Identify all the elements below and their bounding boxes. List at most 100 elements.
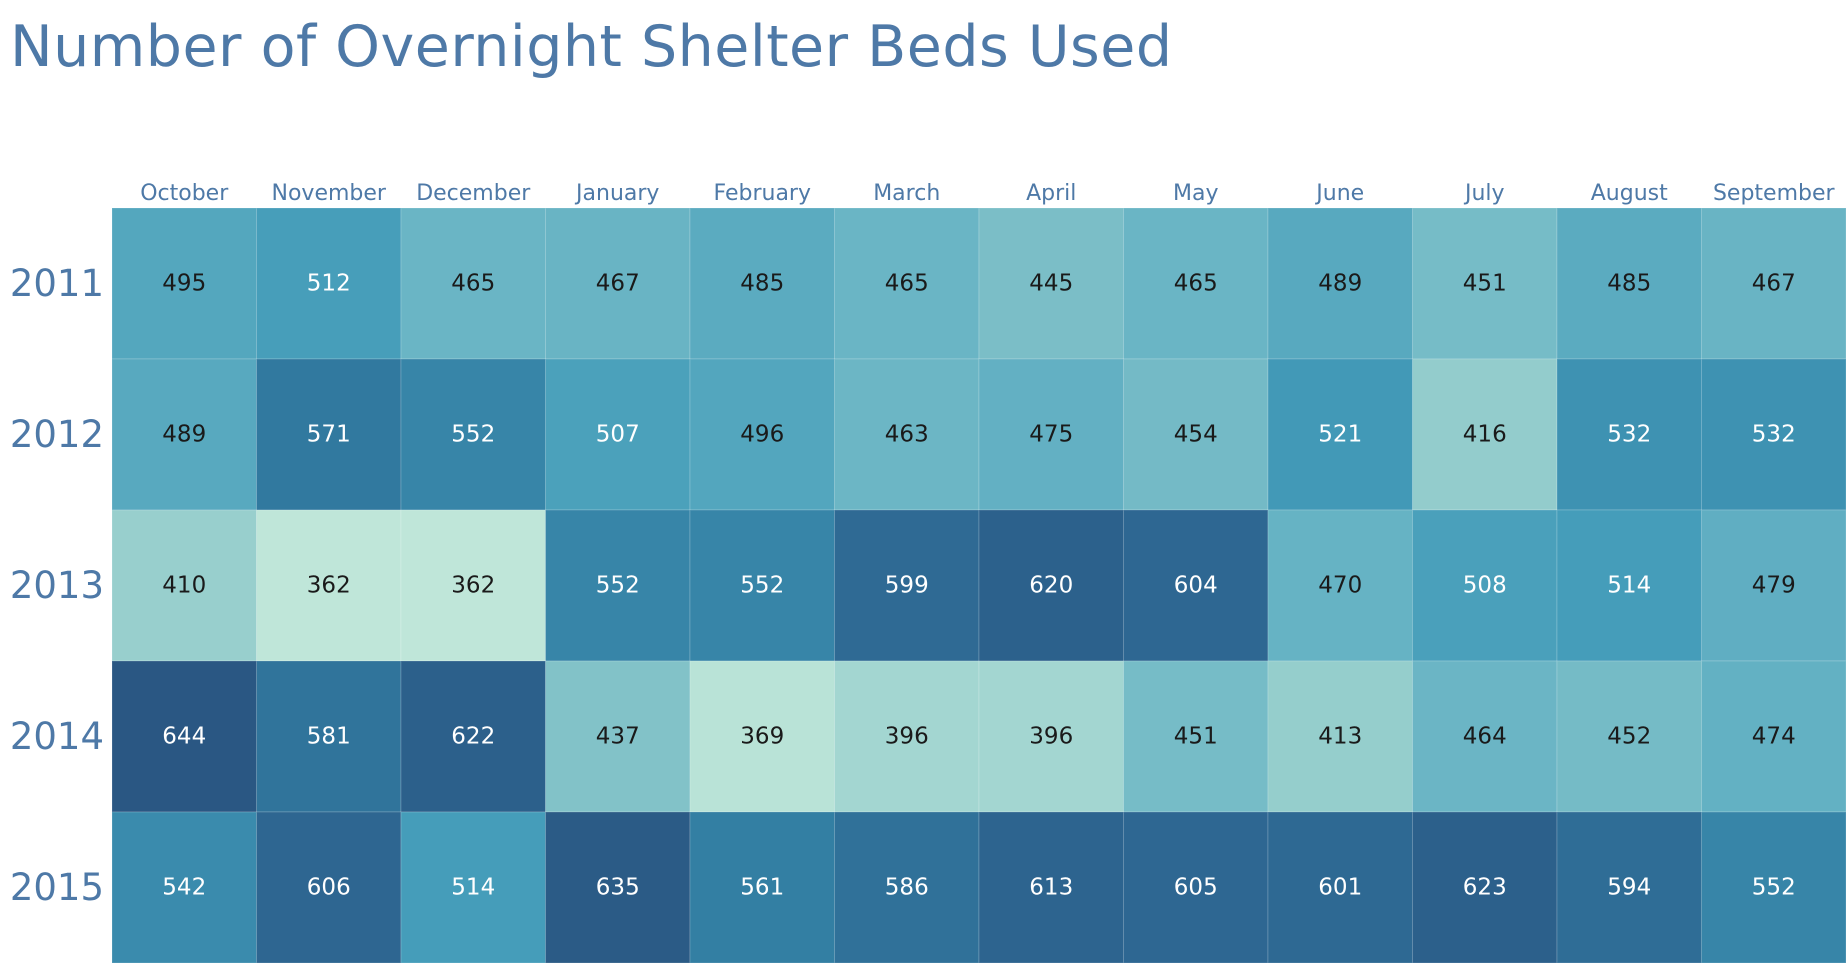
heatmap-cell-2011-september[interactable] — [1701, 207, 1847, 360]
column-label-march: March — [873, 181, 940, 206]
cell-value-label: 437 — [596, 724, 640, 750]
heatmap-cell-2012-november[interactable] — [256, 358, 402, 511]
heatmap-cell-2012-may[interactable] — [1123, 358, 1269, 511]
heatmap-cell-2015-july[interactable] — [1412, 811, 1558, 964]
heatmap-cell-2012-january[interactable] — [545, 358, 691, 511]
cell-value-label: 552 — [596, 573, 640, 599]
cell-value-label: 599 — [885, 573, 929, 599]
cell-value-label: 467 — [596, 271, 640, 297]
cell-value-label: 464 — [1463, 724, 1507, 750]
heatmap-cell-2011-may[interactable] — [1123, 207, 1269, 360]
cell-value-label: 362 — [451, 573, 495, 599]
cell-value-label: 561 — [740, 875, 784, 901]
cell-value-label: 552 — [1752, 875, 1796, 901]
heatmap-cell-2012-august[interactable] — [1556, 358, 1702, 511]
row-label-2011: 2011 — [10, 262, 104, 305]
cell-value-label: 622 — [451, 724, 495, 750]
cell-value-label: 489 — [162, 422, 206, 448]
cell-value-label: 369 — [740, 724, 784, 750]
heatmap-cell-2013-september[interactable] — [1701, 509, 1847, 662]
heatmap-cell-2011-july[interactable] — [1412, 207, 1558, 360]
cell-value-label: 474 — [1752, 724, 1796, 750]
heatmap-cell-2013-october[interactable] — [111, 509, 257, 662]
cell-value-label: 465 — [885, 271, 929, 297]
cell-value-label: 604 — [1174, 573, 1218, 599]
heatmap-cell-2014-february[interactable] — [689, 660, 835, 813]
heatmap-cell-2012-june[interactable] — [1267, 358, 1413, 511]
heatmap-cell-2012-december[interactable] — [400, 358, 546, 511]
cell-value-label: 454 — [1174, 422, 1218, 448]
heatmap-cell-2014-december[interactable] — [400, 660, 546, 813]
heatmap-cell-2012-february[interactable] — [689, 358, 835, 511]
cell-value-label: 586 — [885, 875, 929, 901]
heatmap-cell-2013-march[interactable] — [834, 509, 980, 662]
cell-value-label: 495 — [162, 271, 206, 297]
heatmap-cell-2014-may[interactable] — [1123, 660, 1269, 813]
heatmap-cell-2014-april[interactable] — [978, 660, 1124, 813]
cell-value-label: 475 — [1029, 422, 1073, 448]
heatmap-cell-2015-october[interactable] — [111, 811, 257, 964]
cell-value-label: 489 — [1318, 271, 1362, 297]
heatmap-cell-2015-august[interactable] — [1556, 811, 1702, 964]
heatmap-cell-2013-july[interactable] — [1412, 509, 1558, 662]
chart-title: Number of Overnight Shelter Beds Used — [10, 14, 1173, 80]
cell-value-label: 620 — [1029, 573, 1073, 599]
cell-value-label: 552 — [451, 422, 495, 448]
cell-value-label: 479 — [1752, 573, 1796, 599]
column-label-april: April — [1026, 181, 1076, 206]
heatmap-cell-2012-july[interactable] — [1412, 358, 1558, 511]
heatmap-cell-2014-august[interactable] — [1556, 660, 1702, 813]
cell-value-label: 613 — [1029, 875, 1073, 901]
cell-value-label: 485 — [1607, 271, 1651, 297]
heatmap-cell-2015-november[interactable] — [256, 811, 402, 964]
cell-value-label: 532 — [1607, 422, 1651, 448]
cell-value-label: 532 — [1752, 422, 1796, 448]
heatmap-cell-2011-april[interactable] — [978, 207, 1124, 360]
heatmap-cell-2013-november[interactable] — [256, 509, 402, 662]
cell-value-label: 463 — [885, 422, 929, 448]
heatmap-cell-2014-july[interactable] — [1412, 660, 1558, 813]
heatmap-cell-2011-november[interactable] — [256, 207, 402, 360]
heatmap-cell-2011-december[interactable] — [400, 207, 546, 360]
cell-value-label: 542 — [162, 875, 206, 901]
cell-value-label: 396 — [1029, 724, 1073, 750]
heatmap-cell-2015-may[interactable] — [1123, 811, 1269, 964]
heatmap-cell-2012-april[interactable] — [978, 358, 1124, 511]
column-label-july: July — [1463, 181, 1505, 206]
cell-value-label: 635 — [596, 875, 640, 901]
heatmap-cell-2014-september[interactable] — [1701, 660, 1847, 813]
heatmap-cell-2015-march[interactable] — [834, 811, 980, 964]
heatmap-cell-2012-march[interactable] — [834, 358, 980, 511]
heatmap-cell-2014-november[interactable] — [256, 660, 402, 813]
heatmap-cell-2013-april[interactable] — [978, 509, 1124, 662]
heatmap-cell-2015-january[interactable] — [545, 811, 691, 964]
column-label-september: September — [1713, 181, 1836, 206]
cell-value-label: 594 — [1607, 875, 1651, 901]
heatmap-cell-2015-september[interactable] — [1701, 811, 1847, 964]
column-label-december: December — [416, 181, 531, 206]
heatmap-cell-2011-october[interactable] — [111, 207, 257, 360]
column-label-january: January — [574, 181, 659, 206]
heatmap-cell-2013-february[interactable] — [689, 509, 835, 662]
heatmap-cell-2015-april[interactable] — [978, 811, 1124, 964]
cell-value-label: 512 — [307, 271, 351, 297]
heatmap-cell-2015-june[interactable] — [1267, 811, 1413, 964]
cell-value-label: 485 — [740, 271, 784, 297]
cell-value-label: 623 — [1463, 875, 1507, 901]
column-label-june: June — [1314, 181, 1364, 206]
heatmap-cell-2015-february[interactable] — [689, 811, 835, 964]
cell-value-label: 605 — [1174, 875, 1218, 901]
heatmap-cell-2014-march[interactable] — [834, 660, 980, 813]
heatmap-cell-2013-august[interactable] — [1556, 509, 1702, 662]
cell-value-label: 571 — [307, 422, 351, 448]
heatmap-cell-2013-june[interactable] — [1267, 509, 1413, 662]
heatmap-cell-2014-june[interactable] — [1267, 660, 1413, 813]
heatmap-cell-2012-october[interactable] — [111, 358, 257, 511]
heatmap-cell-2015-december[interactable] — [400, 811, 546, 964]
heatmap-cell-2012-september[interactable] — [1701, 358, 1847, 511]
column-label-may: May — [1173, 181, 1218, 206]
heatmap-cell-2014-october[interactable] — [111, 660, 257, 813]
heatmap-cell-2011-january[interactable] — [545, 207, 691, 360]
heatmap-cell-2011-june[interactable] — [1267, 207, 1413, 360]
